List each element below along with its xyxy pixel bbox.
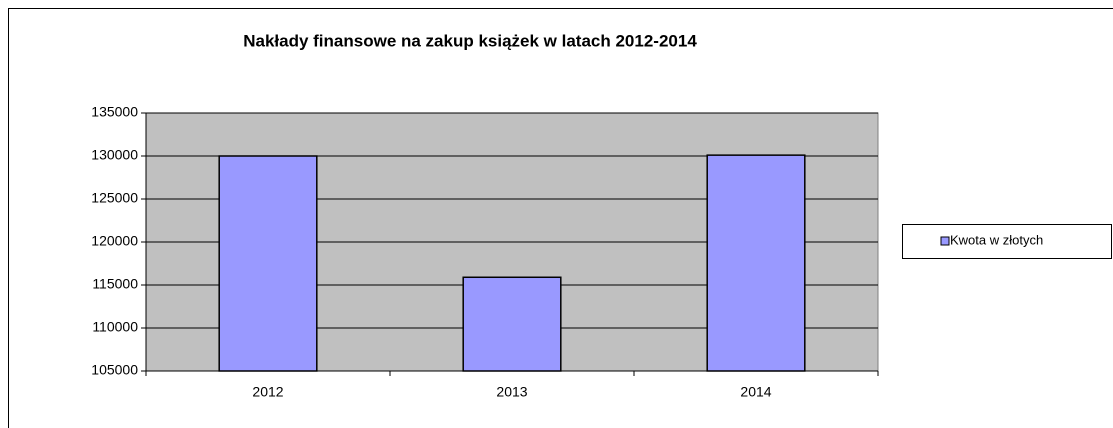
chart-title: Nakłady finansowe na zakup książek w lat…: [243, 31, 697, 50]
y-tick-label: 115000: [92, 276, 138, 292]
legend-swatch: [940, 236, 950, 246]
x-tick-label: 2012: [252, 384, 283, 400]
y-tick-label: 125000: [91, 190, 138, 206]
legend-label: Kwota w złotych: [950, 232, 1043, 247]
y-tick-label: 105000: [91, 362, 138, 378]
bar: [462, 276, 562, 372]
y-tick-label: 130000: [91, 147, 138, 163]
bar: [706, 154, 806, 372]
y-tick-label: 110000: [92, 319, 138, 335]
x-tick-label: 2013: [496, 384, 527, 400]
y-tick-label: 135000: [91, 104, 138, 120]
bar: [218, 155, 318, 372]
legend-box: [902, 224, 1112, 259]
x-tick-label: 2014: [740, 384, 771, 400]
y-tick-label: 120000: [91, 233, 138, 249]
